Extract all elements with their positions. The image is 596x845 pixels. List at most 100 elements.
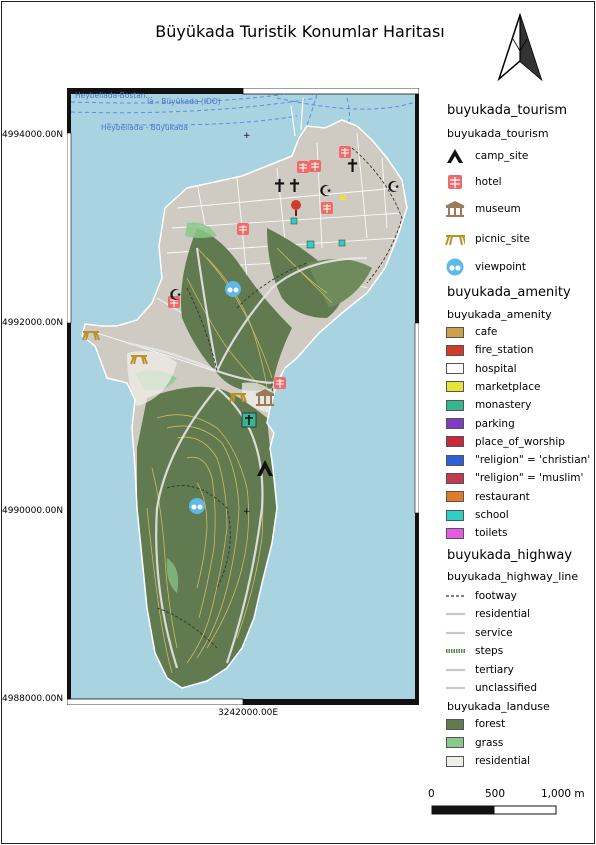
school-icon[interactable] bbox=[338, 239, 346, 247]
museum-icon[interactable] bbox=[255, 389, 275, 406]
school-markers bbox=[290, 217, 346, 249]
legend-item-amenity: place_of_worship bbox=[445, 434, 565, 450]
hotel-icon[interactable] bbox=[168, 296, 180, 308]
legend-swatch bbox=[446, 472, 464, 484]
legend-label: marketplace bbox=[475, 380, 541, 393]
legend-group-title: buyukada_tourism bbox=[447, 103, 568, 118]
legend-swatch bbox=[446, 418, 464, 429]
legend-label: "religion" = 'christian' bbox=[475, 454, 591, 467]
legend-line-symbol bbox=[446, 613, 465, 616]
legend-swatch bbox=[446, 436, 464, 448]
x-coord-label: 3242000.00E bbox=[218, 708, 279, 718]
viewpoint-icon bbox=[446, 258, 464, 276]
legend-line-symbol bbox=[446, 668, 465, 671]
christian-markers: ✝ ✝ ✝ bbox=[272, 156, 360, 197]
legend-swatch bbox=[446, 454, 464, 466]
legend-line-symbol bbox=[446, 686, 465, 690]
legend-layer-title: buyukada_tourism bbox=[447, 127, 549, 140]
legend-item-amenity: school bbox=[445, 507, 509, 523]
christian-cross-icon[interactable]: ✝ bbox=[345, 156, 360, 177]
hotel-icon[interactable] bbox=[274, 377, 286, 389]
coastline bbox=[81, 119, 408, 689]
hotel-icon[interactable] bbox=[339, 146, 351, 158]
place-label-ido: Ia - Büyükada (IDO) bbox=[147, 97, 221, 106]
hotel-icon[interactable] bbox=[309, 160, 321, 172]
legend-item-amenity: marketplace bbox=[445, 379, 541, 395]
legend-swatch bbox=[446, 491, 464, 503]
legend-item-amenity: restaurant bbox=[445, 489, 530, 505]
legend-item-hotel: hotel bbox=[445, 174, 502, 190]
scale-bar-graphic bbox=[431, 805, 557, 815]
scale-label: 0 bbox=[428, 788, 435, 800]
legend-item-picnic-site: picnic_site bbox=[445, 231, 530, 247]
crescent-icon[interactable]: ☪ bbox=[169, 286, 182, 304]
legend-item-amenity: "religion" = 'christian' bbox=[445, 452, 590, 468]
picnic-site-icon[interactable] bbox=[82, 331, 100, 341]
picnic-site-icon bbox=[445, 235, 465, 246]
legend-item-highway: service bbox=[445, 625, 513, 641]
christian-cross-icon[interactable]: ✝ bbox=[287, 176, 302, 197]
picnic-site-icon[interactable] bbox=[130, 355, 148, 365]
viewpoint-icon[interactable] bbox=[189, 498, 205, 514]
legend-item-museum: museum bbox=[445, 201, 521, 217]
y-coord-label: 4992000.00N bbox=[2, 318, 64, 328]
legend-item-viewpoint: viewpoint bbox=[445, 258, 526, 276]
legend-layer-title: buyukada_amenity bbox=[447, 308, 552, 321]
legend-group-title: buyukada_highway bbox=[447, 548, 573, 563]
legend-swatch bbox=[446, 344, 464, 356]
legend-label: tertiary bbox=[475, 663, 514, 676]
map-svg: Heybeliada-Bostan... Ia - Büyükada (IDO)… bbox=[67, 88, 419, 705]
legend-item-highway: unclassified bbox=[445, 680, 537, 696]
legend-item-highway: tertiary bbox=[445, 662, 514, 678]
legend-swatch bbox=[446, 363, 464, 375]
legend-label: unclassified bbox=[475, 682, 538, 694]
legend-swatch bbox=[446, 718, 464, 730]
legend-swatch bbox=[446, 381, 464, 393]
legend-label: school bbox=[475, 509, 509, 521]
legend-item-amenity: fire_station bbox=[445, 342, 534, 358]
hotel-icon[interactable] bbox=[297, 161, 309, 173]
viewpoint-markers bbox=[189, 281, 241, 514]
legend-item-amenity: toilets bbox=[445, 525, 507, 541]
monastery-icon[interactable] bbox=[241, 412, 257, 428]
hotel-icon[interactable] bbox=[321, 202, 333, 214]
fire-station-icon[interactable] bbox=[291, 200, 301, 216]
legend-label: residential bbox=[475, 755, 531, 767]
picnic-site-icon[interactable] bbox=[229, 393, 247, 403]
christian-cross-icon[interactable]: ✝ bbox=[272, 176, 287, 197]
legend-label: cafe bbox=[475, 326, 498, 338]
school-icon[interactable] bbox=[306, 240, 315, 249]
legend-swatch bbox=[446, 737, 464, 748]
crescent-icon[interactable]: ☪ bbox=[387, 178, 400, 196]
map-title: Büyükada Turistik Konumlar Haritası bbox=[155, 22, 445, 41]
svg-text:+: + bbox=[243, 131, 251, 141]
legend-item-amenity: hospital bbox=[445, 361, 517, 377]
hotel-markers bbox=[168, 146, 351, 389]
legend-layer-title: buyukada_highway_line bbox=[447, 570, 579, 583]
hotel-icon[interactable] bbox=[237, 223, 249, 235]
legend-group-title: buyukada_amenity bbox=[447, 285, 571, 300]
crescent-icon[interactable]: ☪ bbox=[319, 182, 332, 200]
legend-swatch bbox=[446, 527, 464, 539]
legend-label: monastery bbox=[475, 399, 532, 412]
legend-item-amenity: parking bbox=[445, 416, 515, 432]
legend-label: fire_station bbox=[475, 344, 534, 357]
place-label-heybeliada: Heybeliada - Büyükada bbox=[101, 123, 188, 132]
y-coord-label: 4994000.00N bbox=[2, 130, 64, 140]
school-icon[interactable] bbox=[290, 217, 298, 225]
legend-label: hospital bbox=[475, 362, 517, 375]
camp-site-icon[interactable] bbox=[257, 460, 273, 476]
hotel-icon bbox=[448, 175, 462, 189]
y-coord-label: 4990000.00N bbox=[2, 506, 64, 516]
legend-item-amenity: cafe bbox=[445, 324, 497, 340]
marketplace-icon[interactable] bbox=[340, 195, 346, 200]
y-coord-label: 4988000.00N bbox=[2, 694, 64, 704]
map-canvas[interactable]: Heybeliada-Bostan... Ia - Büyükada (IDO)… bbox=[67, 88, 419, 705]
legend-swatch bbox=[446, 509, 464, 521]
legend-item-landuse: grass bbox=[445, 735, 503, 751]
legend-label: parking bbox=[475, 417, 515, 430]
place-label-bostan: Heybeliada-Bostan... bbox=[75, 91, 153, 100]
legend-item-highway: steps bbox=[445, 643, 503, 659]
legend-item-amenity: monastery bbox=[445, 397, 531, 413]
viewpoint-icon[interactable] bbox=[225, 281, 241, 297]
